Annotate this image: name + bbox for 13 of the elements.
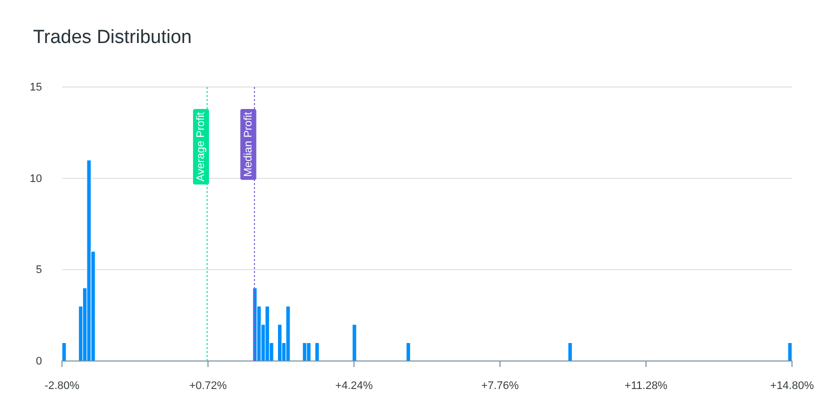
x-tick-label: +11.28% [624, 380, 668, 392]
y-tick-label: 0 [36, 356, 42, 368]
y-tick-label: 15 [30, 82, 42, 94]
y-tick-label: 10 [30, 172, 42, 185]
x-tick-label: -2.80% [44, 380, 80, 392]
x-tick-label: +0.72% [189, 380, 228, 392]
x-tick-label: +7.76% [481, 380, 520, 392]
chart-title: Trades Distribution [33, 27, 192, 48]
ref-line-label: Average Profit [195, 112, 208, 182]
x-tick-label: +4.24% [335, 380, 374, 392]
x-tick-label: +14.80% [770, 380, 814, 392]
y-tick-label: 5 [36, 264, 42, 276]
ref-line-label: Median Profit [242, 112, 254, 177]
